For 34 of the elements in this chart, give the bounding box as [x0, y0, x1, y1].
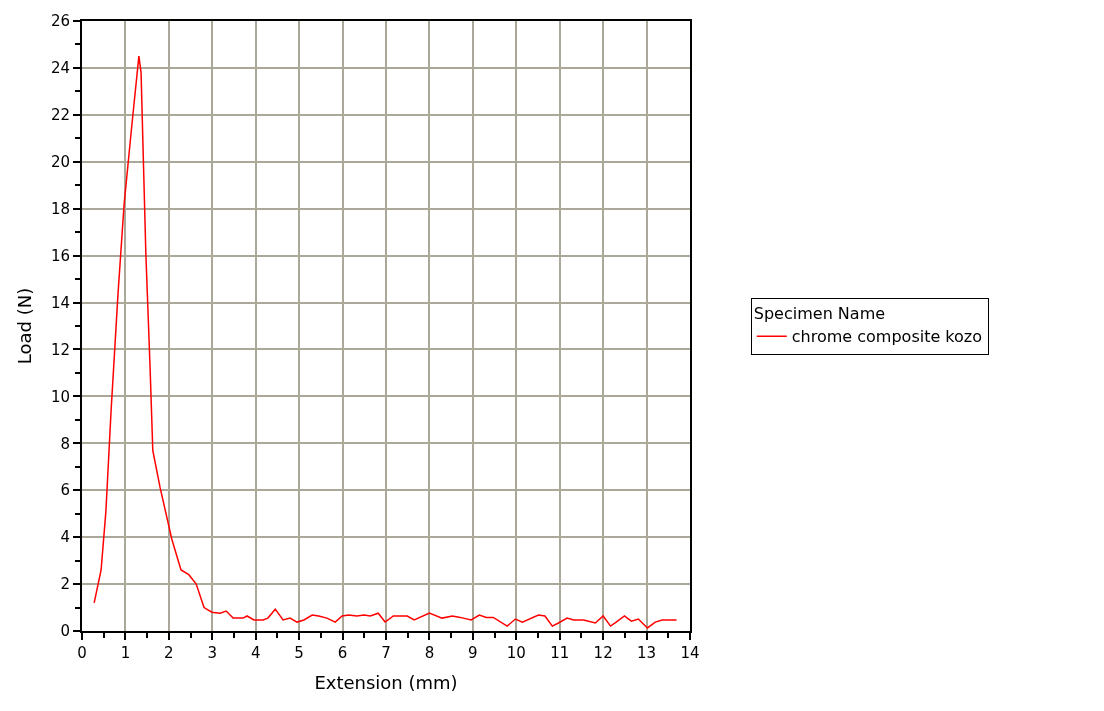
x-tick-label: 9: [468, 644, 478, 662]
y-tick-label: 10: [50, 387, 70, 406]
x-tick-label: 2: [164, 644, 174, 662]
y-tick-label: 0: [60, 622, 70, 641]
x-tick-label: 4: [250, 644, 261, 662]
x-axis-title: Extension (mm): [314, 671, 458, 693]
x-tick-label: 6: [337, 644, 348, 662]
x-tick-label: 0: [77, 644, 87, 662]
x-tick-label: 3: [207, 644, 218, 662]
y-axis-title: Load (N): [13, 287, 35, 365]
y-tick-label: 20: [50, 153, 70, 172]
x-tick-label: 12: [593, 644, 613, 662]
x-tick-label: 7: [381, 644, 391, 662]
y-tick-label: 26: [50, 12, 70, 31]
y-tick-label: 4: [60, 528, 70, 547]
legend-label: chrome composite kozo: [791, 327, 983, 347]
x-tick-label: 11: [550, 644, 570, 662]
y-tick-label: 22: [50, 106, 70, 125]
y-tick-label: 8: [60, 434, 70, 453]
legend-title: Specimen Name: [753, 304, 886, 324]
y-tick-label: 16: [50, 246, 70, 265]
y-tick-label: 6: [60, 481, 70, 500]
x-tick-label: 14: [680, 644, 700, 662]
x-tick-label: 1: [120, 644, 131, 662]
y-tick-label: 24: [50, 59, 70, 78]
y-tick-label: 2: [60, 575, 70, 594]
x-tick-label: 5: [294, 644, 304, 662]
x-tick-label: 8: [424, 644, 435, 662]
y-tick-label: 14: [50, 293, 70, 312]
y-tick-label: 12: [50, 340, 70, 359]
line-series: [93, 55, 678, 629]
y-tick-label: 18: [50, 199, 70, 218]
x-tick-label: 13: [637, 644, 657, 662]
x-tick-label: 10: [506, 644, 526, 662]
